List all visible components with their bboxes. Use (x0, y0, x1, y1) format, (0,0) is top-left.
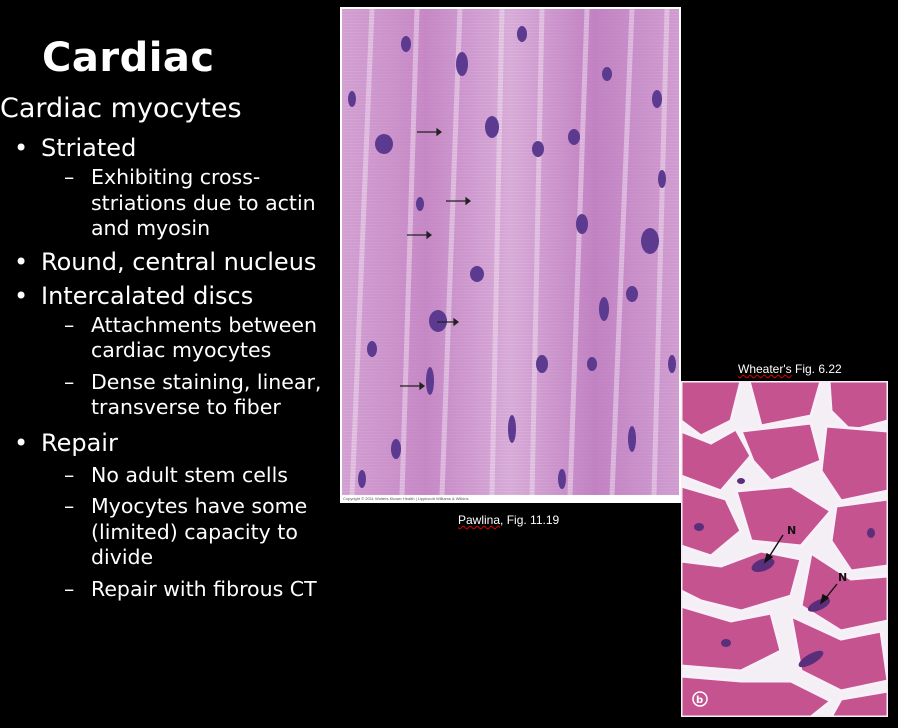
panel-label-circle (692, 691, 708, 707)
fig1-credit: Copyright © 2011 Wolters Kluwer Health |… (343, 496, 469, 501)
micrograph-longitudinal (340, 7, 681, 503)
bullet-nucleus: Round, central nucleus (14, 248, 334, 276)
fig2-caption-name: Wheater's (738, 362, 792, 376)
fig2-label-n1: N (787, 524, 796, 537)
sub-bullet-no-stem-cells: No adult stem cells (64, 463, 334, 489)
fig2-caption-rest: Fig. 6.22 (791, 362, 842, 376)
bullet-intercalated-discs: Intercalated discs (14, 282, 334, 310)
fig2-panel-label: b (696, 695, 703, 706)
fig2-caption: Wheater's Fig. 6.22 (738, 362, 842, 376)
sub-bullet-dense-staining: Dense staining, linear, transverse to fi… (64, 370, 334, 421)
micrograph-cross-section-image: N N b (681, 381, 888, 717)
slide-heading: Cardiac myocytes (0, 93, 242, 124)
sub-bullet-fibrous-ct: Repair with fibrous CT (64, 577, 334, 603)
micrograph-cross-section: N N b (681, 381, 888, 717)
sub-bullet-limited-capacity: Myocytes have some (limited) capacity to… (64, 494, 334, 571)
fig1-caption-name: Pawlina (458, 513, 501, 527)
fig1-caption: Pawlina, Fig. 11.19 (458, 513, 559, 527)
sub-bullet-cross-striations: Exhibiting cross-striations due to actin… (64, 165, 334, 242)
fig1-caption-rest: , Fig. 11.19 (500, 513, 560, 527)
slide-title: Cardiac (42, 35, 215, 81)
bullet-repair: Repair (14, 429, 334, 457)
bullet-striated: Striated (14, 134, 334, 162)
sub-bullet-attachments: Attachments between cardiac myocytes (64, 313, 334, 364)
bullet-list: Striated Exhibiting cross-striations due… (14, 130, 334, 602)
micrograph-longitudinal-image (342, 9, 679, 495)
fig2-label-n2: N (838, 571, 847, 584)
